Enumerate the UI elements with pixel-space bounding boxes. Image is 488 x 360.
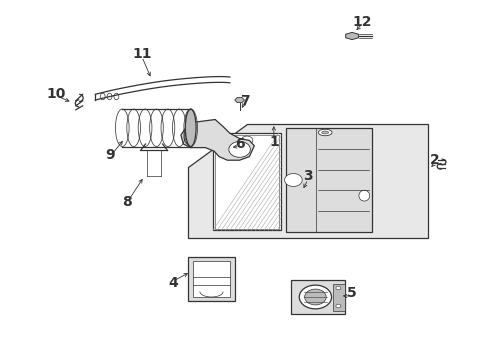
Circle shape: [241, 136, 252, 145]
Text: 5: 5: [346, 287, 356, 300]
Ellipse shape: [321, 131, 328, 134]
Polygon shape: [234, 98, 244, 103]
Text: 8: 8: [122, 195, 132, 208]
Circle shape: [335, 286, 340, 290]
Text: 7: 7: [239, 94, 249, 108]
Circle shape: [228, 141, 250, 157]
Bar: [214, 135, 279, 229]
Circle shape: [335, 304, 340, 308]
Text: 12: 12: [351, 15, 371, 28]
Text: 11: 11: [132, 47, 151, 61]
Text: 10: 10: [46, 87, 66, 100]
Polygon shape: [345, 32, 358, 40]
Ellipse shape: [358, 190, 369, 201]
Circle shape: [284, 174, 302, 186]
Text: 9: 9: [105, 148, 115, 162]
Text: 2: 2: [429, 153, 439, 167]
Ellipse shape: [183, 128, 192, 144]
Polygon shape: [188, 124, 427, 238]
Bar: [332, 284, 344, 310]
Bar: [212, 133, 281, 230]
Polygon shape: [188, 257, 234, 301]
Text: 6: 6: [234, 137, 244, 151]
Text: 3: 3: [303, 170, 312, 183]
Ellipse shape: [185, 109, 196, 147]
Bar: [290, 280, 344, 314]
Polygon shape: [193, 261, 229, 297]
Polygon shape: [181, 120, 254, 160]
Text: 4: 4: [168, 276, 178, 289]
Circle shape: [299, 285, 331, 309]
Circle shape: [304, 289, 325, 305]
Text: 1: 1: [268, 135, 278, 149]
Ellipse shape: [318, 129, 331, 136]
Bar: [285, 128, 371, 232]
